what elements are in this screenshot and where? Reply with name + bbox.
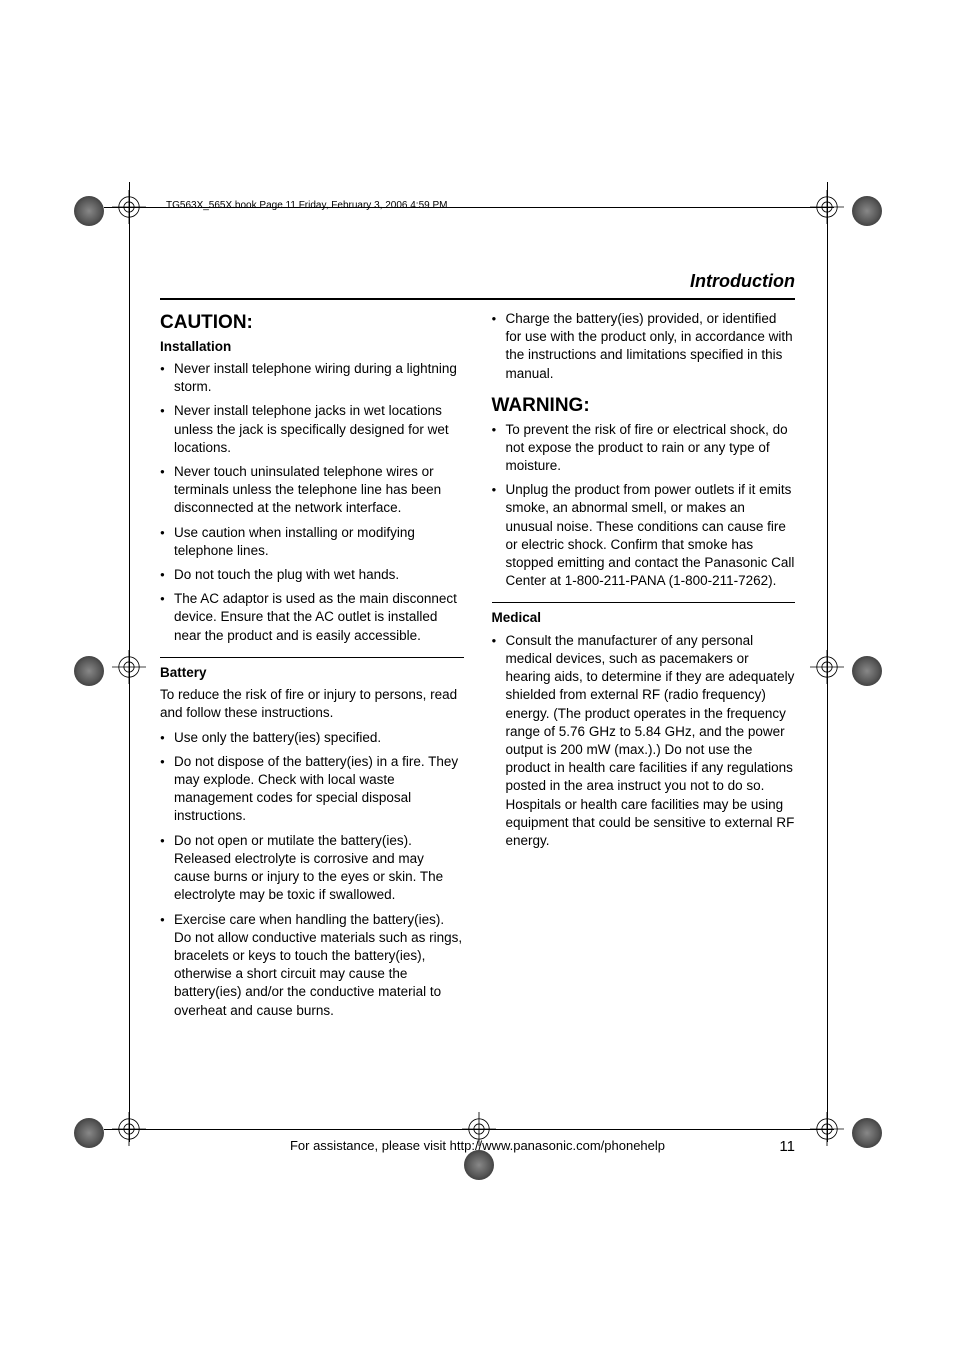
list-item: Do not dispose of the battery(ies) in a … — [160, 753, 464, 826]
warning-list: To prevent the risk of fire or electrica… — [492, 421, 796, 591]
right-column: Charge the battery(ies) provided, or ide… — [492, 310, 796, 1030]
list-item: Do not touch the plug with wet hands. — [160, 566, 464, 584]
medical-label: Medical — [492, 602, 796, 627]
battery-intro: To reduce the risk of fire or injury to … — [160, 686, 464, 722]
crop-ball-br — [852, 1118, 882, 1148]
section-title: Introduction — [160, 271, 795, 292]
crop-ball-bm — [464, 1150, 494, 1180]
list-item: Exercise care when handling the battery(… — [160, 911, 464, 1020]
caution-heading: CAUTION: — [160, 310, 464, 336]
medical-list: Consult the manufacturer of any personal… — [492, 632, 796, 851]
list-item: Never install telephone wiring during a … — [160, 360, 464, 396]
page-number: 11 — [779, 1138, 795, 1155]
columns: CAUTION: Installation Never install tele… — [160, 310, 795, 1030]
list-item: Charge the battery(ies) provided, or ide… — [492, 310, 796, 383]
list-item: To prevent the risk of fire or electrica… — [492, 421, 796, 476]
divider — [160, 298, 795, 300]
crop-ball-rm — [852, 656, 882, 686]
crop-ball-tr — [852, 196, 882, 226]
crop-ball-bl — [74, 1118, 104, 1148]
installation-label: Installation — [160, 338, 464, 356]
list-item: Unplug the product from power outlets if… — [492, 481, 796, 590]
installation-list: Never install telephone wiring during a … — [160, 360, 464, 645]
footer-text: For assistance, please visit http://www.… — [290, 1138, 665, 1153]
crop-target-rm — [810, 650, 844, 684]
crop-target-lm — [112, 650, 146, 684]
crop-target-br — [810, 1112, 844, 1146]
page-content: TG563X_565X.book Page 11 Friday, Februar… — [160, 200, 795, 1030]
list-item: Never touch uninsulated telephone wires … — [160, 463, 464, 518]
list-item: Never install telephone jacks in wet loc… — [160, 402, 464, 457]
page-footer: For assistance, please visit http://www.… — [160, 1138, 795, 1153]
list-item: Consult the manufacturer of any personal… — [492, 632, 796, 851]
list-item: Use only the battery(ies) specified. — [160, 729, 464, 747]
list-item: The AC adaptor is used as the main disco… — [160, 590, 464, 645]
battery-list: Use only the battery(ies) specified. Do … — [160, 729, 464, 1020]
battery-label: Battery — [160, 657, 464, 682]
left-column: CAUTION: Installation Never install tele… — [160, 310, 464, 1030]
crop-ball-tl — [74, 196, 104, 226]
list-item: Use caution when installing or modifying… — [160, 524, 464, 560]
warning-heading: WARNING: — [492, 393, 796, 419]
crop-ball-lm — [74, 656, 104, 686]
book-header: TG563X_565X.book Page 11 Friday, Februar… — [166, 200, 795, 211]
list-item: Do not open or mutilate the battery(ies)… — [160, 832, 464, 905]
charge-list: Charge the battery(ies) provided, or ide… — [492, 310, 796, 383]
